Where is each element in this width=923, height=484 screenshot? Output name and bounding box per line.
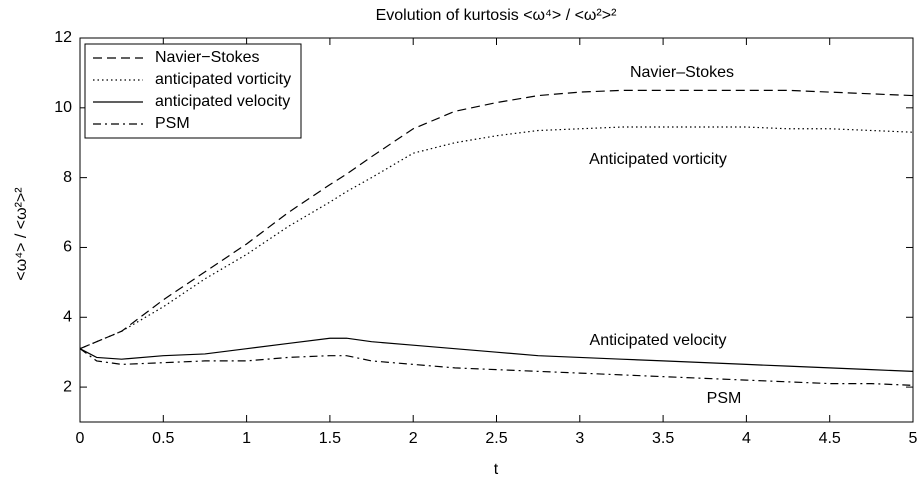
series-line (79, 89, 914, 350)
y-tick-label: 2 (63, 378, 72, 395)
series-line (79, 348, 914, 386)
chart-title: Evolution of kurtosis <ω⁴> / <ω²>² (376, 7, 618, 24)
y-axis-label: <ω⁴> / <ω²>² (13, 187, 30, 281)
x-tick-label: 0 (76, 430, 85, 447)
y-tick-label: 6 (63, 239, 72, 256)
x-tick-label: 2.5 (485, 430, 507, 447)
x-tick-label: 2 (409, 430, 418, 447)
annotation: PSM (707, 390, 742, 407)
x-tick-label: 3 (575, 430, 584, 447)
series-line (79, 126, 914, 350)
x-tick-label: 4 (742, 430, 751, 447)
annotation: Anticipated vorticity (589, 151, 727, 168)
annotation: Anticipated velocity (590, 332, 727, 349)
x-tick-label: 0.5 (152, 430, 174, 447)
legend-label: Navier−Stokes (155, 49, 260, 66)
y-tick-label: 4 (63, 308, 72, 325)
x-tick-label: 1.5 (319, 430, 341, 447)
legend-label: PSM (155, 115, 190, 132)
annotation: Navier–Stokes (630, 64, 734, 81)
x-tick-label: 3.5 (652, 430, 674, 447)
legend-box (84, 43, 302, 139)
y-tick-label: 8 (63, 169, 72, 186)
y-tick-label: 10 (54, 99, 72, 116)
x-tick-label: 5 (909, 430, 918, 447)
series-line (79, 337, 914, 372)
legend-label: anticipated vorticity (155, 71, 291, 88)
x-tick-label: 4.5 (819, 430, 841, 447)
x-tick-label: 1 (242, 430, 251, 447)
legend-label: anticipated velocity (155, 93, 290, 110)
x-axis-label: t (494, 461, 499, 478)
y-tick-label: 12 (54, 29, 72, 46)
